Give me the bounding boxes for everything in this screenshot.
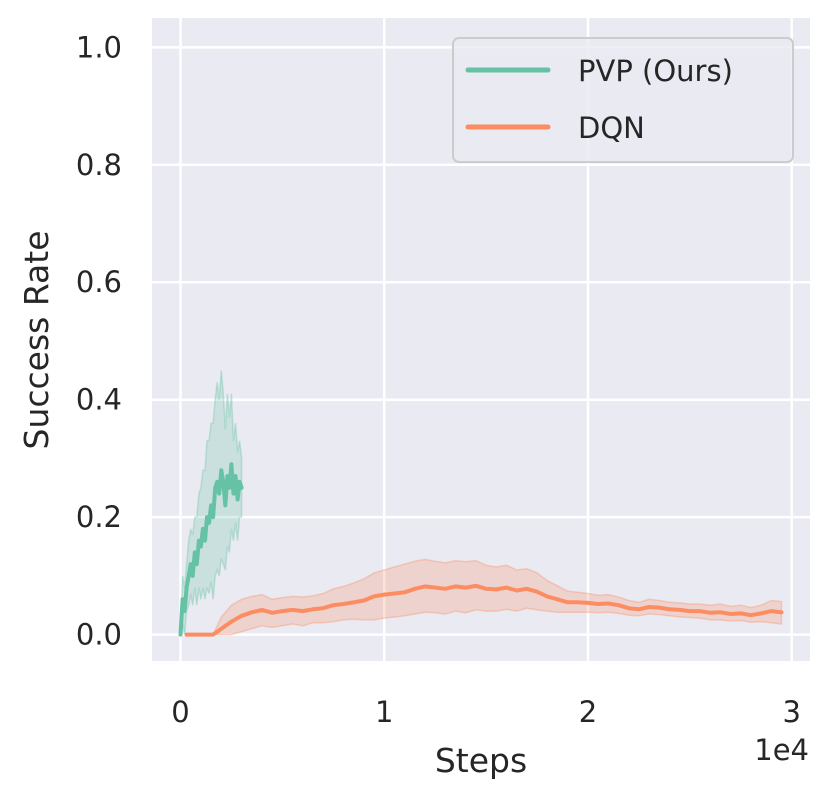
y-tick-label: 1.0 — [76, 30, 122, 64]
x-tick-label: 1 — [375, 695, 393, 729]
x-tick-labels: 0 1 2 3 — [171, 695, 801, 729]
series-lines — [178, 462, 784, 637]
y-tick-label: 0.4 — [76, 383, 122, 417]
series-line-0 — [178, 462, 244, 637]
y-tick-label: 0.0 — [76, 618, 122, 652]
legend-label-dqn: DQN — [578, 111, 645, 145]
series-line-1 — [184, 583, 784, 637]
legend: PVP (Ours) DQN — [452, 37, 794, 163]
x-tick-label: 2 — [579, 695, 597, 729]
x-tick-label: 0 — [171, 695, 189, 729]
y-tick-labels: 0.0 0.2 0.4 0.6 0.8 1.0 — [76, 30, 122, 651]
legend-label-pvp: PVP (Ours) — [578, 54, 733, 88]
x-axis-offset-text: 1e4 — [754, 733, 809, 767]
y-tick-label: 0.6 — [76, 265, 122, 299]
y-tick-label: 0.2 — [76, 500, 122, 534]
x-axis-label: Steps — [435, 741, 527, 780]
y-axis-label: Success Rate — [17, 231, 56, 450]
y-tick-label: 0.8 — [76, 148, 122, 182]
x-tick-label: 3 — [782, 695, 800, 729]
